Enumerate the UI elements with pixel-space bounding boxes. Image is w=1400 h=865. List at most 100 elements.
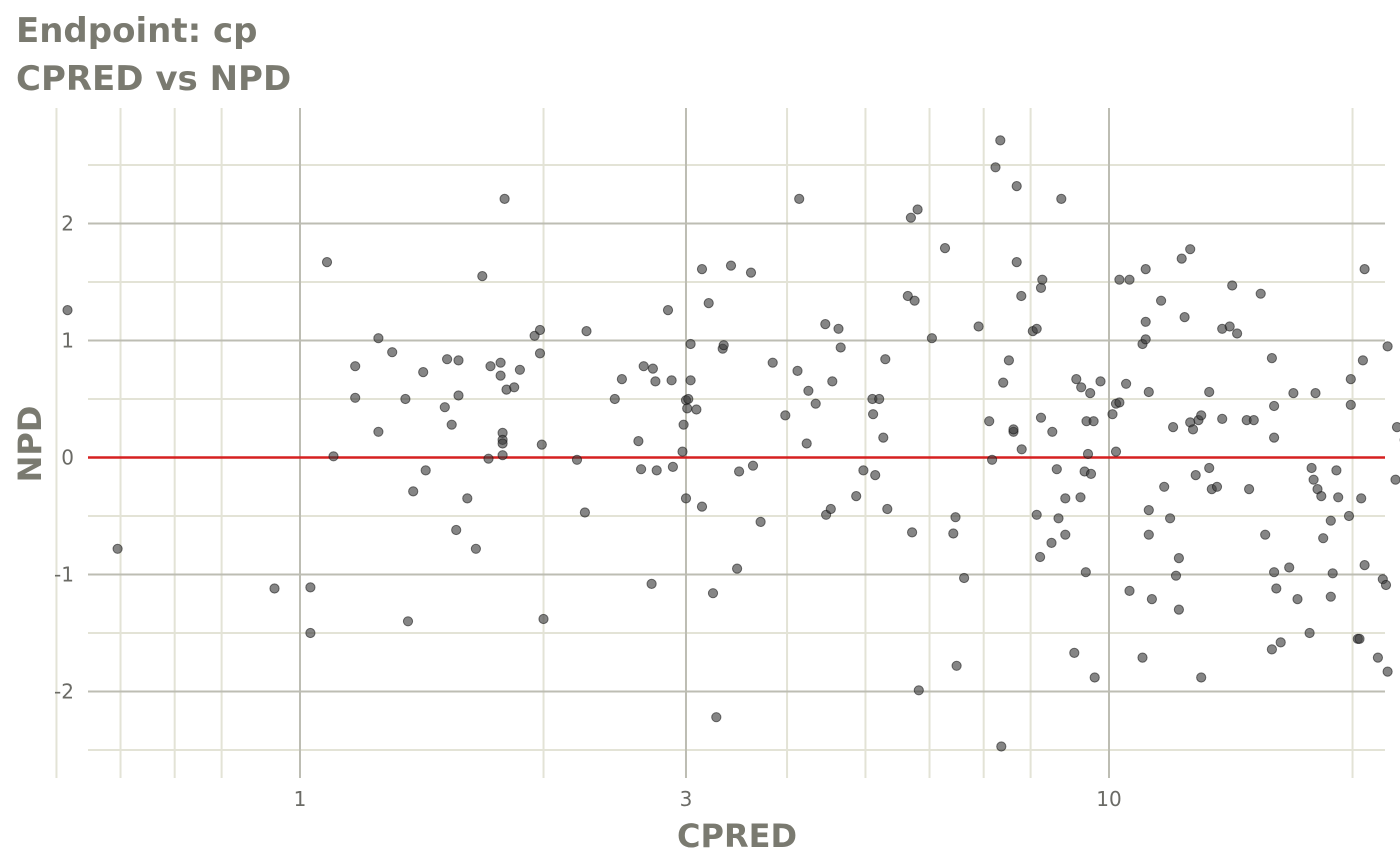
data-point [685,375,696,386]
data-point [462,493,473,504]
data-point [745,267,757,278]
data-point [1266,353,1278,364]
data-point [905,212,917,223]
data-point [1035,412,1047,423]
data-point [373,426,384,437]
data-point [1046,537,1057,549]
data-point [453,390,464,401]
data-point [536,439,547,450]
data-point [1124,274,1135,285]
data-point [1076,382,1087,393]
data-point [996,741,1007,752]
data-point [755,516,766,528]
data-point [810,398,821,409]
data-point [1089,672,1100,683]
data-point [1176,253,1187,264]
data-point [984,416,995,427]
data-point [609,393,620,405]
data-point [682,403,693,414]
data-point [1140,334,1151,345]
data-point [1333,492,1344,503]
data-point [767,357,778,368]
data-point [1146,594,1158,605]
data-point [1382,341,1393,352]
data-point [1359,264,1370,275]
data-point [1008,424,1019,435]
data-point [1056,193,1067,204]
data-point [1372,652,1384,663]
data-point [1037,274,1048,285]
data-point [408,486,419,497]
data-point [1159,481,1170,492]
data-point [1031,509,1042,520]
data-point [874,393,885,405]
x-axis-title: CPRED [677,817,797,855]
data-point [1031,323,1042,334]
data-point [497,438,508,449]
data-point [1187,424,1199,435]
data-point [662,305,674,316]
chart-subtitle: CPRED vs NPD [16,59,292,99]
data-point [638,361,649,372]
data-point [1391,422,1400,433]
data-point [499,193,510,204]
data-point [1269,567,1280,578]
data-point [1359,560,1370,571]
data-point [1190,470,1201,481]
data-point [1011,257,1022,268]
data-point [1016,444,1027,455]
data-point [1331,465,1342,476]
data-point [1051,464,1062,475]
data-point [1248,415,1259,426]
data-point [1082,448,1094,460]
data-point [794,193,805,204]
data-point [1140,316,1151,327]
data-point [1016,290,1027,302]
data-point [1380,579,1392,591]
data-point [907,527,918,538]
data-point [1345,399,1356,410]
data-point [269,583,280,594]
y-tick-label: 2 [61,212,74,236]
data-point [1156,295,1167,306]
data-point [998,377,1009,388]
data-point [509,382,520,393]
data-point [646,578,657,590]
data-point [732,563,743,574]
data-point [1107,409,1118,420]
data-point [1310,388,1321,399]
data-point [483,453,494,464]
data-point [1345,374,1356,385]
data-point [1356,493,1367,504]
data-point [1196,410,1207,421]
data-point [305,627,316,639]
data-point [666,375,677,386]
data-point [858,465,869,476]
data-point [650,376,661,387]
data-point [703,298,714,309]
data-point [667,461,679,472]
data-point [1173,553,1185,564]
data-point [1271,583,1282,594]
data-point [477,271,488,282]
data-point [1035,282,1047,293]
data-point [1071,374,1082,385]
data-point [835,342,846,353]
data-point [1269,432,1280,443]
data-point [1110,446,1122,457]
data-point [696,264,708,275]
data-point [328,451,339,462]
data-point [1244,484,1255,495]
data-point [1318,533,1329,544]
y-axis-title: NPD [11,406,49,483]
data-point [1304,627,1315,639]
data-point [1085,388,1096,399]
data-point [1217,413,1228,424]
data-points [62,135,1400,752]
data-point [1069,647,1080,659]
data-point [912,204,923,215]
data-point [1269,400,1280,412]
data-point [939,243,951,254]
data-point [691,404,702,415]
